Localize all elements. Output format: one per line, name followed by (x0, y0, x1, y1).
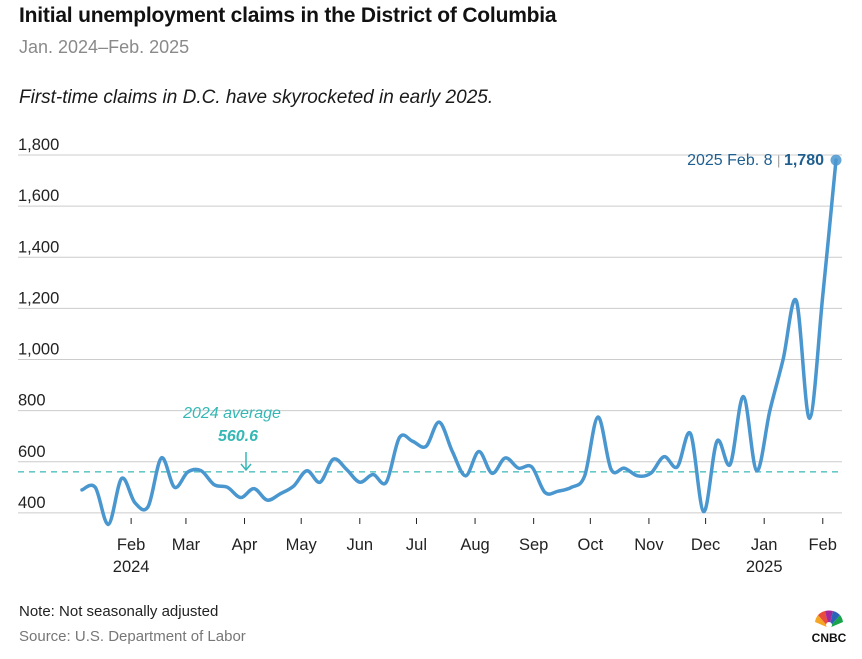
chart-note: Note: Not seasonally adjusted (19, 603, 219, 620)
x-tick-label: Jun (346, 536, 373, 554)
x-tick-label: Dec (691, 536, 720, 554)
y-tick-label: 1,800 (18, 136, 59, 154)
x-tick-label: Nov (634, 536, 664, 554)
x-tick-label: Mar (172, 536, 201, 554)
x-tick-label: Apr (232, 536, 258, 554)
last-point-label: 2025 Feb. 8 | 1,780 (687, 152, 824, 169)
last-point-value: 1,780 (784, 152, 824, 169)
x-tick-label: Jan (751, 536, 778, 554)
y-tick-label: 1,200 (18, 289, 59, 307)
average-label: 2024 average (182, 405, 281, 422)
y-tick-label: 800 (18, 392, 46, 410)
chart-subtitle: Jan. 2024–Feb. 2025 (19, 37, 190, 57)
y-tick-label: 600 (18, 443, 46, 461)
x-tick-label: Jul (406, 536, 427, 554)
chart-title: Initial unemployment claims in the Distr… (19, 4, 557, 27)
last-point-marker (830, 154, 842, 166)
x-tick-label: May (286, 536, 318, 554)
last-point-separator: | (777, 153, 784, 168)
peacock-icon (815, 610, 843, 628)
last-point-date: 2025 Feb. 8 (687, 152, 777, 169)
series-line (80, 158, 838, 527)
cnbc-logo: CNBC (812, 610, 847, 644)
x-tick-label: Aug (460, 536, 489, 554)
x-tick-year-label: 2025 (746, 558, 783, 576)
average-arrow-head (240, 463, 252, 472)
y-tick-label: 1,000 (18, 341, 59, 359)
y-tick-label: 1,400 (18, 238, 59, 256)
x-tick-label: Oct (577, 536, 603, 554)
line-chart: 400 600 800 1,000 1,200 1,400 1,600 1,800 Feb 202… (18, 136, 842, 576)
y-tick-label: 1,600 (18, 187, 59, 205)
chart-source: Source: U.S. Department of Labor (19, 628, 246, 645)
y-tick-label: 400 (18, 494, 46, 512)
chart-dek: First-time claims in D.C. have skyrocket… (19, 87, 494, 108)
logo-text: CNBC (812, 631, 847, 644)
x-tick-label: Feb (809, 536, 837, 554)
x-tick-label: Sep (519, 536, 548, 554)
x-tick-label: Feb (117, 536, 145, 554)
average-value: 560.6 (218, 428, 258, 445)
x-tick-year-label: 2024 (113, 558, 150, 576)
